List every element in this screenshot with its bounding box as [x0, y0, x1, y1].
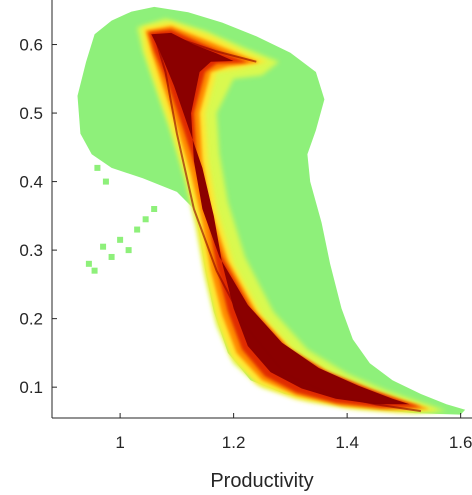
x-tick-label: 1.2 [222, 433, 246, 452]
density-speck [94, 164, 101, 171]
density-speck [151, 206, 158, 212]
density-layers [77, 6, 466, 415]
y-tick-label: 0.2 [19, 310, 43, 329]
density-speck [100, 243, 107, 250]
density-ridge-line [153, 34, 422, 413]
density-speck [117, 236, 124, 243]
density-speck [102, 178, 109, 185]
density-secondary-ridge [165, 33, 257, 63]
y-tick-label: 0.4 [19, 173, 43, 192]
density-speck [142, 216, 149, 223]
plot-area [77, 6, 466, 415]
density-speck [108, 253, 115, 260]
density-speck [91, 267, 98, 274]
density-speck [125, 247, 132, 254]
density-halo [137, 18, 447, 414]
y-tick-label: 0.1 [19, 378, 43, 397]
y-axis-ticks: 0.1 0.2 0.3 0.4 0.5 0.6 [19, 36, 57, 397]
y-tick-label: 0.5 [19, 104, 43, 123]
density-yellow [142, 22, 438, 412]
x-axis-label: Productivity [210, 470, 313, 492]
density-core [151, 32, 410, 405]
density-speck [85, 260, 92, 267]
x-tick-label: 1 [115, 433, 124, 452]
x-tick-label: 1.6 [449, 433, 472, 452]
density-speck [134, 226, 141, 233]
x-axis-ticks: 1 1.2 1.4 1.6 [115, 413, 472, 452]
y-tick-label: 0.3 [19, 241, 43, 260]
y-tick-label: 0.6 [19, 36, 43, 55]
x-tick-label: 1.4 [335, 433, 359, 452]
